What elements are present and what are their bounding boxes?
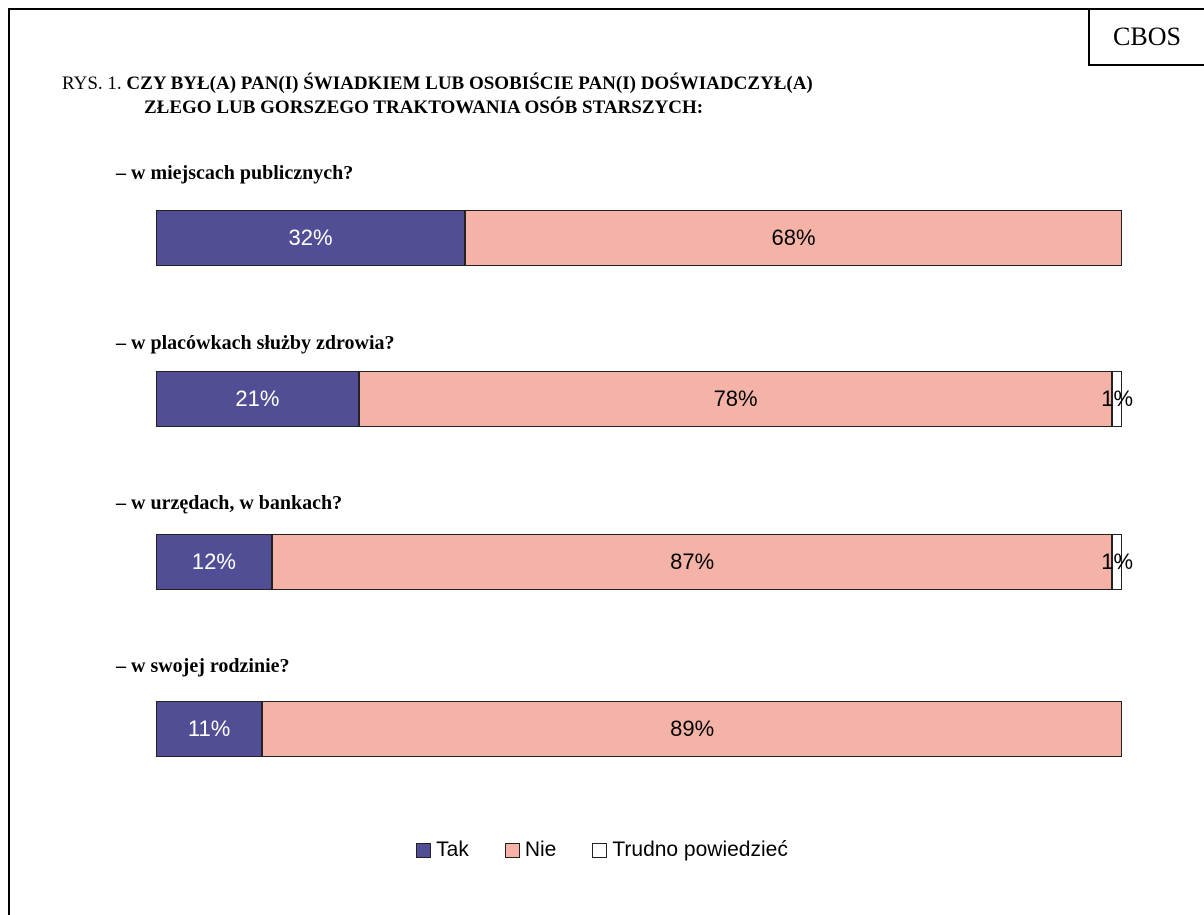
bar-segment-nie (358, 371, 1113, 427)
title-prefix: RYS. 1. (62, 73, 122, 94)
data-label: 87% (670, 549, 715, 574)
chart-frame (8, 8, 1204, 915)
legend-item-trudno: Trudno powiedzieć (592, 838, 788, 862)
chart-title: RYS. 1. CZY BYŁ(A) PAN(I) ŚWIADKIEM LUB … (62, 72, 1072, 120)
bar-segment-tak (156, 371, 359, 427)
bar-segment-nie (271, 534, 1113, 590)
stacked-bar: 32% 68% (156, 210, 1122, 266)
data-label: 1% (1101, 386, 1134, 411)
data-label: 21% (235, 386, 280, 411)
data-label: 68% (771, 225, 816, 250)
data-label: 1% (1101, 549, 1134, 574)
legend-item-nie: Nie (504, 838, 557, 862)
bar-segment-nie (262, 701, 1122, 757)
stacked-bar: 21% 78% 1% (156, 371, 1133, 427)
legend-label-tak: Tak (436, 838, 469, 861)
question-label: – w urzędach, w bankach? (116, 492, 343, 514)
legend-swatch-nie (504, 842, 520, 858)
stacked-bar: 12% 87% 1% (156, 534, 1133, 590)
legend: Tak Nie Trudno powiedzieć (0, 838, 1204, 862)
bar-segment-tak (156, 210, 466, 266)
bar-segment-nie (465, 210, 1122, 266)
bar-segment-trudno (1112, 534, 1122, 590)
legend-swatch-tak (416, 842, 432, 858)
data-label: 11% (187, 716, 231, 741)
stacked-bar: 11% 89% (156, 701, 1122, 757)
question-label: – w swojej rodzinie? (116, 655, 290, 677)
bar-segment-tak (156, 701, 263, 757)
question-label: – w miejscach publicznych? (116, 162, 354, 184)
bar-segment-trudno (1112, 371, 1122, 427)
data-label: 32% (288, 225, 333, 250)
question-label: – w placówkach służby zdrowia? (116, 332, 395, 354)
bar-segment-tak (156, 534, 272, 590)
data-label: 89% (670, 716, 715, 741)
data-label: 78% (713, 386, 758, 411)
legend-item-tak: Tak (416, 838, 469, 862)
legend-label-trudno: Trudno powiedzieć (612, 838, 788, 861)
source-badge: CBOS (1088, 10, 1204, 66)
title-line-2: ZŁEGO LUB GORSZEGO TRAKTOWANIA OSÓB STAR… (144, 97, 704, 118)
title-line-1: CZY BYŁ(A) PAN(I) ŚWIADKIEM LUB OSOBIŚCI… (126, 73, 813, 94)
legend-swatch-trudno (592, 842, 608, 858)
data-label: 12% (191, 549, 236, 574)
legend-label-nie: Nie (524, 838, 557, 861)
